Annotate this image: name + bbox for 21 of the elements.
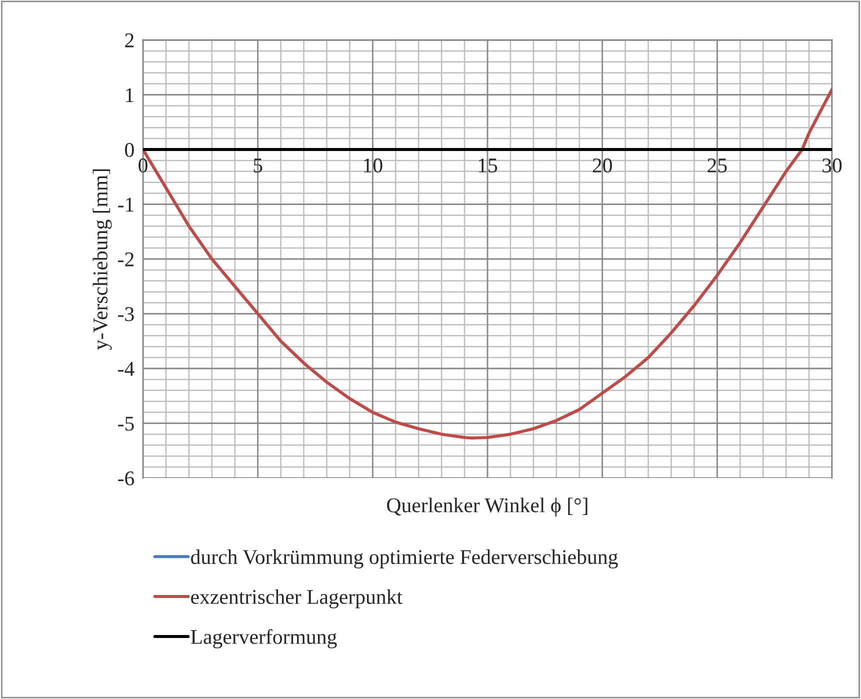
x-tick-label: 30: [822, 158, 842, 172]
x-axis-title: Querlenker Winkel ϕ [°]: [387, 498, 588, 517]
y-tick-label: -5: [118, 416, 134, 431]
y-tick-label: -3: [118, 307, 134, 322]
y-axis-title: y-Verschiebung [mm]: [92, 169, 112, 350]
x-tick-label: 25: [708, 158, 727, 172]
y-tick-label: 2: [125, 33, 134, 48]
x-tick-label: 10: [364, 158, 382, 172]
legend-label: durch Vorkrümmung optimierte Federverschiebung: [191, 549, 618, 568]
x-tick-label: 15: [478, 158, 498, 172]
y-tick-label: -1: [118, 198, 134, 212]
y-tick-label: -4: [118, 362, 134, 376]
legend-label: Lagerverformung: [190, 629, 337, 648]
y-tick-label: 1: [126, 88, 134, 102]
y-tick-label: -6: [118, 471, 134, 486]
x-tick-label: 0: [138, 158, 148, 172]
x-tick-label: 5: [254, 158, 262, 172]
x-tick-label: 20: [592, 158, 612, 172]
y-tick-label: -2: [118, 252, 134, 266]
y-tick-label: 0: [125, 142, 134, 157]
legend-label: exzentrischer Lagerpunkt: [191, 589, 402, 608]
